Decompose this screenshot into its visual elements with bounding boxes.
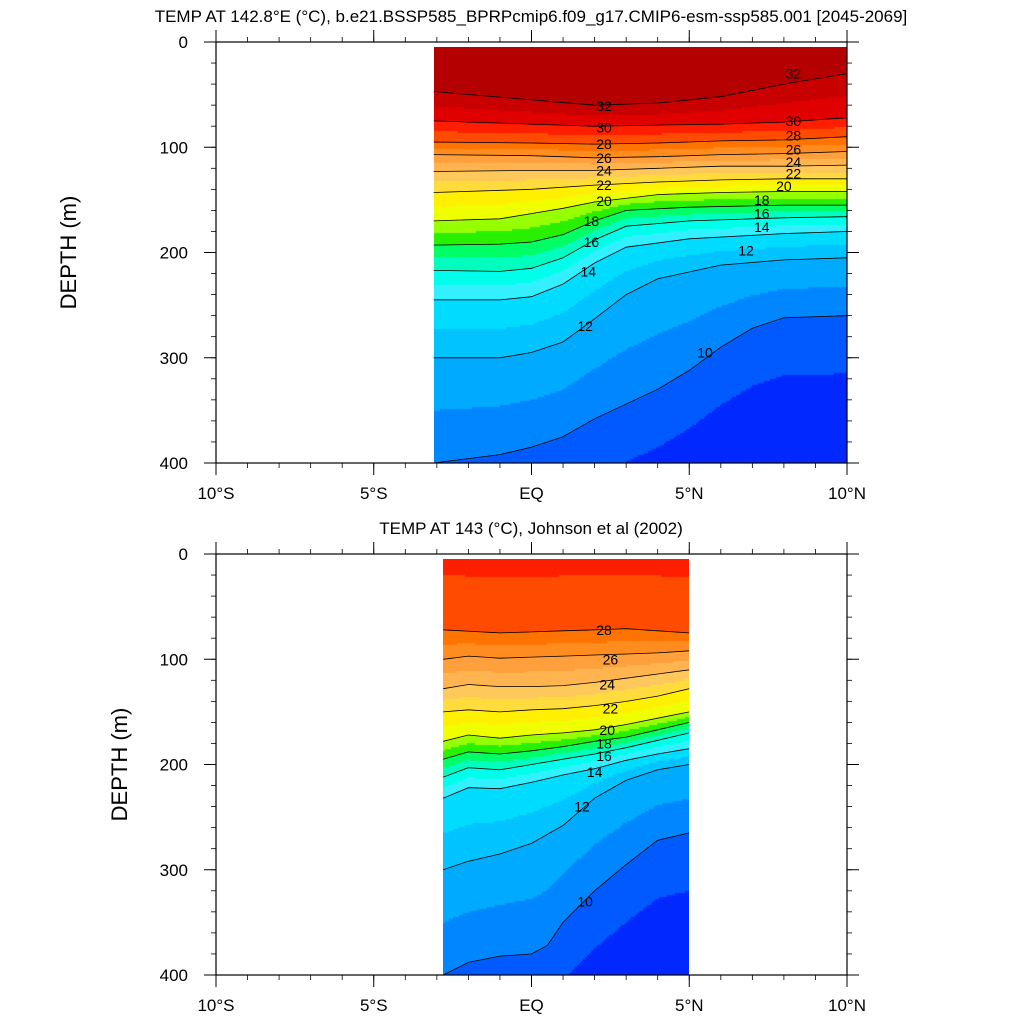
contour-line-14 xyxy=(443,748,690,799)
contour-label: 28 xyxy=(596,136,612,152)
contour-label: 32 xyxy=(596,98,612,114)
contour-label: 10 xyxy=(697,344,713,360)
contour-label: 32 xyxy=(786,66,802,82)
y-axis-title: DEPTH (m) xyxy=(56,196,81,310)
contour-label: 14 xyxy=(754,219,770,235)
contour-label: 14 xyxy=(581,263,597,279)
y-tick-label: 200 xyxy=(160,244,188,263)
contour-label: 14 xyxy=(587,764,603,780)
contour-line-12 xyxy=(443,764,690,871)
contour-line-26 xyxy=(443,650,690,660)
contour-line-28 xyxy=(443,628,690,634)
contour-label: 30 xyxy=(786,113,802,129)
y-tick-label: 400 xyxy=(160,454,188,473)
x-tick-label: EQ xyxy=(519,484,544,503)
y-tick-label: 200 xyxy=(160,756,188,775)
contour-label: 16 xyxy=(596,748,612,764)
contour-label: 26 xyxy=(603,651,619,667)
y-tick-label: 0 xyxy=(179,545,188,564)
contour-label: 18 xyxy=(584,213,600,229)
contour-line-22 xyxy=(433,178,847,193)
contour-label: 10 xyxy=(577,893,593,909)
x-tick-label: 5°N xyxy=(675,996,704,1015)
y-tick-label: 300 xyxy=(160,349,188,368)
contour-label: 28 xyxy=(596,622,612,638)
contour-label: 20 xyxy=(596,193,612,209)
contour-label: 28 xyxy=(786,128,802,144)
x-tick-label: 5°S xyxy=(360,996,388,1015)
contour-label: 18 xyxy=(754,192,770,208)
contour-label: 12 xyxy=(738,242,754,258)
temperature-fill xyxy=(434,47,847,463)
contour-line-26 xyxy=(433,151,848,159)
contour-line-28 xyxy=(433,136,848,145)
contour-line-20 xyxy=(433,191,847,222)
panel-title: TEMP AT 143 (°C), Johnson et al (2002) xyxy=(379,519,683,538)
contour-line-18 xyxy=(443,722,690,760)
x-tick-label: EQ xyxy=(519,996,544,1015)
x-tick-label: 10°N xyxy=(828,484,866,503)
y-tick-label: 0 xyxy=(179,33,188,52)
contour-line-16 xyxy=(443,732,690,778)
temperature-fill xyxy=(443,559,689,975)
contour-label: 16 xyxy=(754,206,770,222)
y-tick-label: 300 xyxy=(160,861,188,880)
contour-label: 24 xyxy=(596,162,612,178)
contour-line-14 xyxy=(433,231,848,301)
contour-label: 22 xyxy=(596,177,612,193)
contour-line-10 xyxy=(443,832,690,976)
contour-label: 24 xyxy=(599,677,615,693)
x-tick-label: 5°N xyxy=(675,484,704,503)
contour-label: 20 xyxy=(599,722,615,738)
contour-line-16 xyxy=(433,216,848,272)
contour-line-12 xyxy=(433,257,848,359)
contour-line-18 xyxy=(433,204,847,246)
contour-label: 20 xyxy=(776,178,792,194)
y-tick-label: 100 xyxy=(160,650,188,669)
x-tick-label: 10°N xyxy=(828,996,866,1015)
contour-label: 18 xyxy=(596,735,612,751)
contour-label: 30 xyxy=(596,119,612,135)
contour-line-20 xyxy=(443,711,690,742)
contour-label: 22 xyxy=(603,701,619,717)
contour-line-30 xyxy=(433,117,848,127)
contour-line-32 xyxy=(433,73,848,106)
y-axis-title: DEPTH (m) xyxy=(107,708,132,822)
contour-line-24 xyxy=(443,669,690,690)
contour-label: 24 xyxy=(786,154,802,170)
x-tick-label: 5°S xyxy=(360,484,388,503)
contour-line-22 xyxy=(443,688,690,713)
contour-label: 26 xyxy=(786,141,802,157)
panel-title: TEMP AT 142.8°E (°C), b.e21.BSSP585_BPRP… xyxy=(155,7,908,26)
contour-label: 16 xyxy=(584,234,600,250)
x-tick-label: 10°S xyxy=(197,996,234,1015)
contour-line-10 xyxy=(433,315,848,464)
contour-label: 26 xyxy=(596,150,612,166)
contour-line-24 xyxy=(433,164,848,172)
contour-label: 12 xyxy=(574,799,590,815)
x-tick-label: 10°S xyxy=(197,484,234,503)
contour-label: 22 xyxy=(786,166,802,182)
y-tick-label: 100 xyxy=(160,138,188,157)
y-tick-label: 400 xyxy=(160,966,188,985)
contour-label: 12 xyxy=(577,318,593,334)
